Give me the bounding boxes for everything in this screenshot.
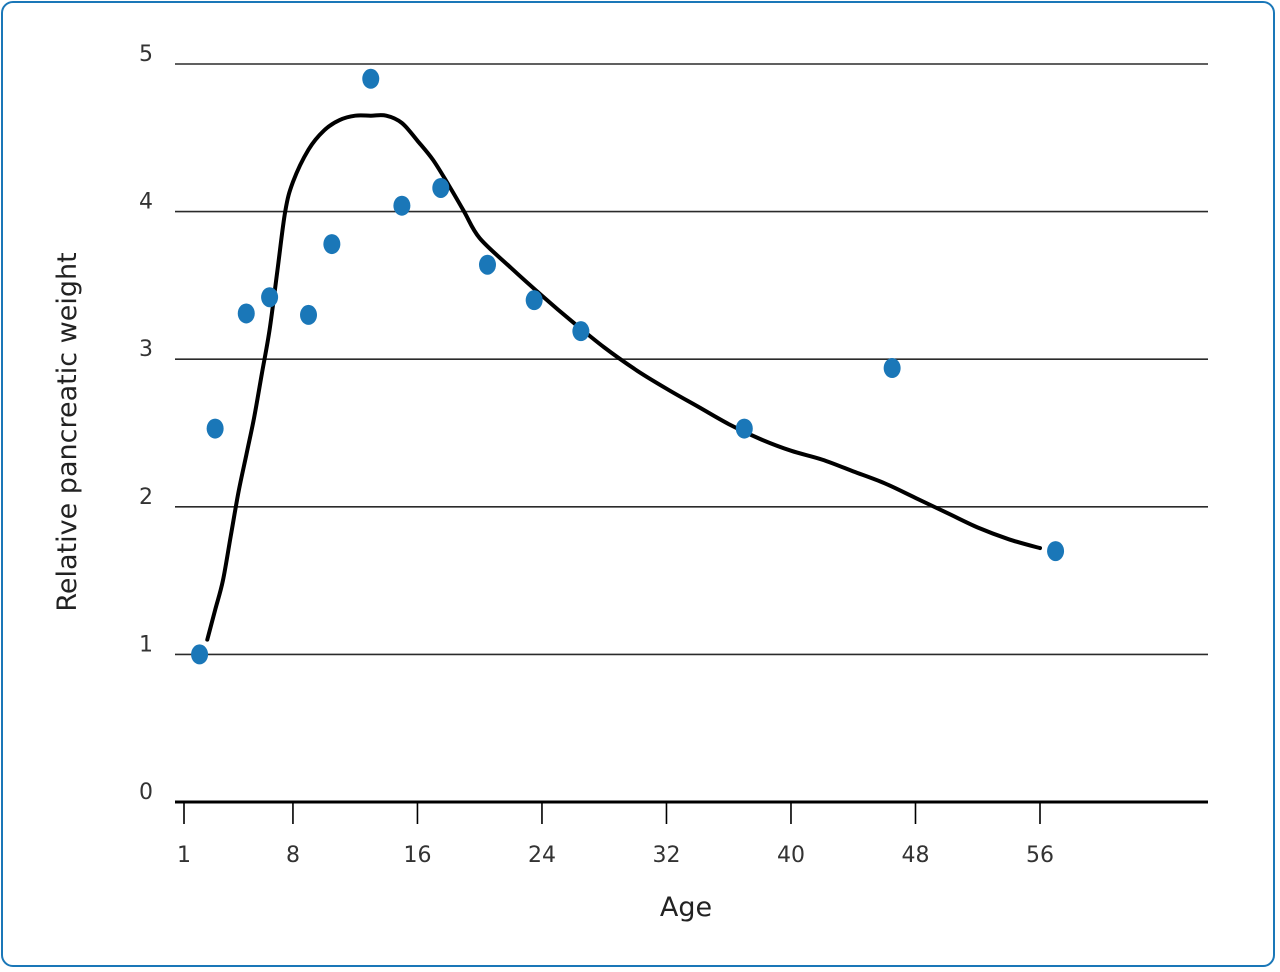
y-tick-label: 2	[139, 485, 153, 510]
y-tick-labels: 0 1 2 3 4 5	[139, 42, 153, 805]
y-tick-label: 4	[139, 190, 153, 215]
x-tick-label: 56	[1026, 843, 1054, 868]
trend-line-path	[205, 113, 1042, 642]
data-point	[478, 254, 496, 275]
x-tick-labels: 1 8 16 24 32 40 48 56	[177, 802, 1054, 868]
data-point	[525, 290, 543, 311]
data-point	[323, 234, 341, 255]
data-point	[883, 358, 901, 379]
data-point	[1047, 541, 1065, 562]
y-axis-label: Relative pancreatic weight	[52, 252, 83, 611]
trend-line	[205, 113, 1042, 642]
data-point	[191, 644, 209, 665]
x-axis-label: Age	[660, 892, 712, 923]
x-tick-label: 32	[652, 843, 680, 868]
scatter-points	[191, 68, 1065, 665]
x-tick-label: 1	[177, 843, 191, 868]
data-point	[300, 304, 318, 325]
data-point	[237, 303, 255, 324]
x-tick-label: 48	[901, 843, 929, 868]
y-tick-label: 0	[139, 780, 153, 805]
x-tick-label: 8	[286, 843, 300, 868]
x-tick-label: 40	[777, 843, 805, 868]
y-tick-label: 1	[139, 632, 153, 657]
data-point	[432, 177, 450, 198]
data-point	[735, 418, 753, 439]
data-point	[261, 287, 279, 308]
y-tick-label: 3	[139, 337, 153, 362]
grid-lines	[175, 63, 1208, 656]
data-point	[393, 195, 411, 216]
data-point	[572, 321, 590, 342]
data-point	[362, 68, 380, 89]
data-point	[206, 418, 224, 439]
x-tick-label: 24	[528, 843, 556, 868]
x-tick-label: 16	[403, 843, 431, 868]
y-tick-label: 5	[139, 42, 153, 67]
